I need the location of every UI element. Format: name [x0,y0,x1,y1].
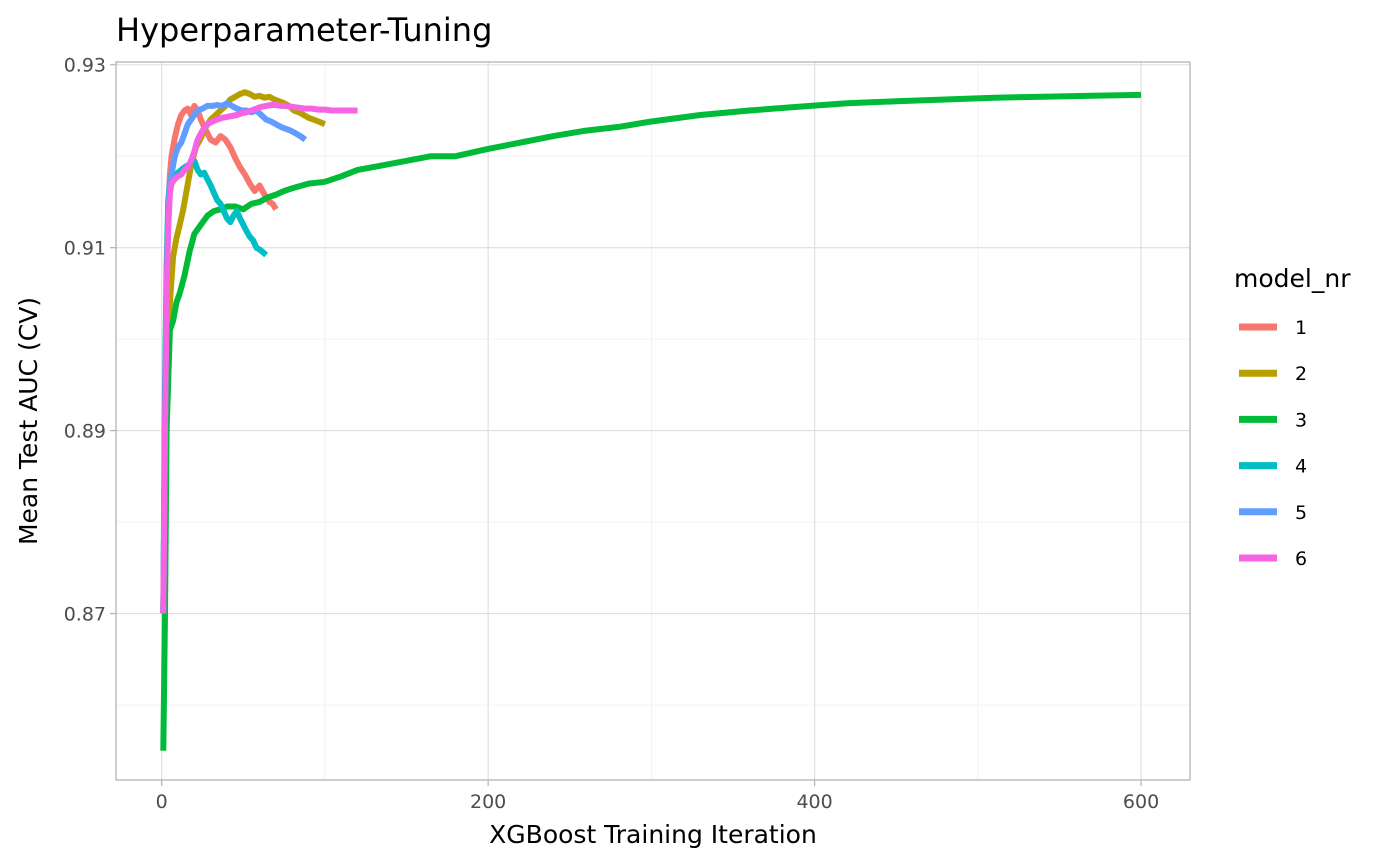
series-line-model-2 [160,89,327,614]
x-axis-label: XGBoost Training Iteration [489,820,817,849]
x-tick-label: 200 [470,791,506,813]
series-line-model-3 [160,91,1142,751]
x-tick-label: 0 [156,791,168,813]
y-tick-label: 0.89 [64,421,106,443]
y-tick-label: 0.91 [64,238,106,260]
y-axis-label: Mean Test AUC (CV) [14,297,43,545]
x-tick-label: 400 [796,791,832,813]
legend-label-model-4: 4 [1295,456,1307,478]
legend-label-model-6: 6 [1295,548,1307,570]
y-tick-label: 0.93 [64,55,106,77]
x-tick-label: 600 [1123,791,1159,813]
grid-lines [116,62,1190,780]
legend-title: model_nr [1234,264,1351,293]
series-line-model-5 [160,100,308,614]
legend-label-model-2: 2 [1295,363,1307,385]
legend-label-model-1: 1 [1295,317,1307,339]
chart-title: Hyperparameter-Tuning [116,11,492,49]
legend: model_nr 1 2 3 4 5 6 [1234,264,1351,570]
y-tick-label: 0.87 [64,604,106,626]
axes: 0 200 400 600 0.87 0.89 0.91 0.93 [64,55,1159,813]
plot-panel-border [115,61,1191,781]
legend-label-model-3: 3 [1295,409,1307,431]
series-lines [160,89,1142,751]
legend-label-model-5: 5 [1295,502,1307,524]
series-line-model-1 [160,102,279,614]
series-line-model-6 [160,102,358,614]
